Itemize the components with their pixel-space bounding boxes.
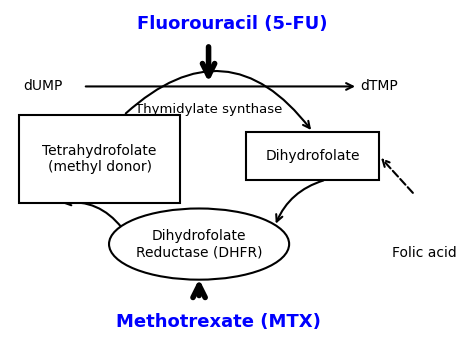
Text: Dihydrofolate: Dihydrofolate [265, 149, 360, 163]
Ellipse shape [109, 208, 289, 280]
FancyBboxPatch shape [19, 115, 180, 203]
FancyArrowPatch shape [383, 160, 413, 193]
Text: Methotrexate (MTX): Methotrexate (MTX) [116, 313, 320, 331]
FancyArrowPatch shape [126, 71, 310, 128]
FancyArrowPatch shape [276, 180, 323, 222]
Text: dUMP: dUMP [23, 79, 63, 94]
Text: Thymidylate synthase: Thymidylate synthase [135, 103, 282, 116]
Text: dTMP: dTMP [360, 79, 398, 94]
Text: Fluorouracil (5-FU): Fluorouracil (5-FU) [137, 15, 328, 33]
FancyBboxPatch shape [246, 132, 379, 180]
Text: Dihydrofolate
Reductase (DHFR): Dihydrofolate Reductase (DHFR) [136, 229, 262, 259]
Text: Folic acid: Folic acid [392, 246, 456, 260]
FancyArrowPatch shape [64, 199, 122, 228]
Text: Tetrahydrofolate
(methyl donor): Tetrahydrofolate (methyl donor) [42, 144, 157, 175]
